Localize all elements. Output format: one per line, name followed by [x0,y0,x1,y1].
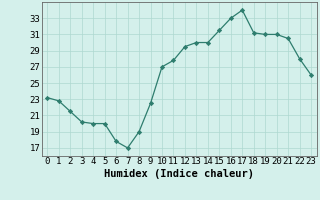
X-axis label: Humidex (Indice chaleur): Humidex (Indice chaleur) [104,169,254,179]
